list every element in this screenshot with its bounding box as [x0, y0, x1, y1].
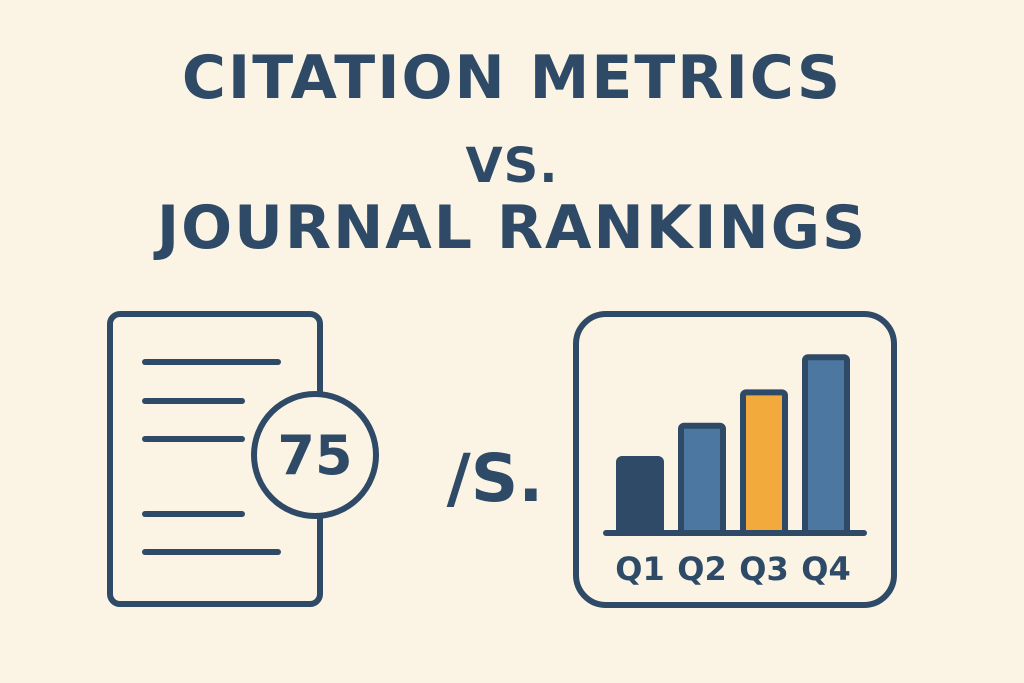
document-with-score-icon: 75 [107, 311, 379, 607]
chart-bar-q4 [802, 354, 850, 536]
chart-labels: Q1 Q2 Q3 Q4 [615, 550, 850, 588]
ranking-chart-icon: Q1 Q2 Q3 Q4 [573, 311, 897, 608]
chart-label-q4: Q4 [801, 550, 850, 588]
chart-bar-q1 [616, 456, 664, 536]
chart-frame [573, 311, 897, 608]
chart-label-q3: Q3 [739, 550, 788, 588]
title-line-1: CITATION METRICS [181, 43, 843, 113]
score-badge [251, 391, 379, 519]
chart-bar-q3 [740, 389, 788, 537]
chart-bars [616, 354, 850, 537]
chart-bar-q2 [678, 422, 726, 536]
title-line-2: JOURNAL RANKINGS [156, 193, 868, 263]
title-vs: VS. [465, 138, 559, 194]
versus-separator: /S. [446, 440, 544, 517]
chart-label-q1: Q1 [615, 550, 664, 588]
chart-label-q2: Q2 [677, 550, 726, 588]
score-badge-value: 75 [277, 424, 352, 487]
